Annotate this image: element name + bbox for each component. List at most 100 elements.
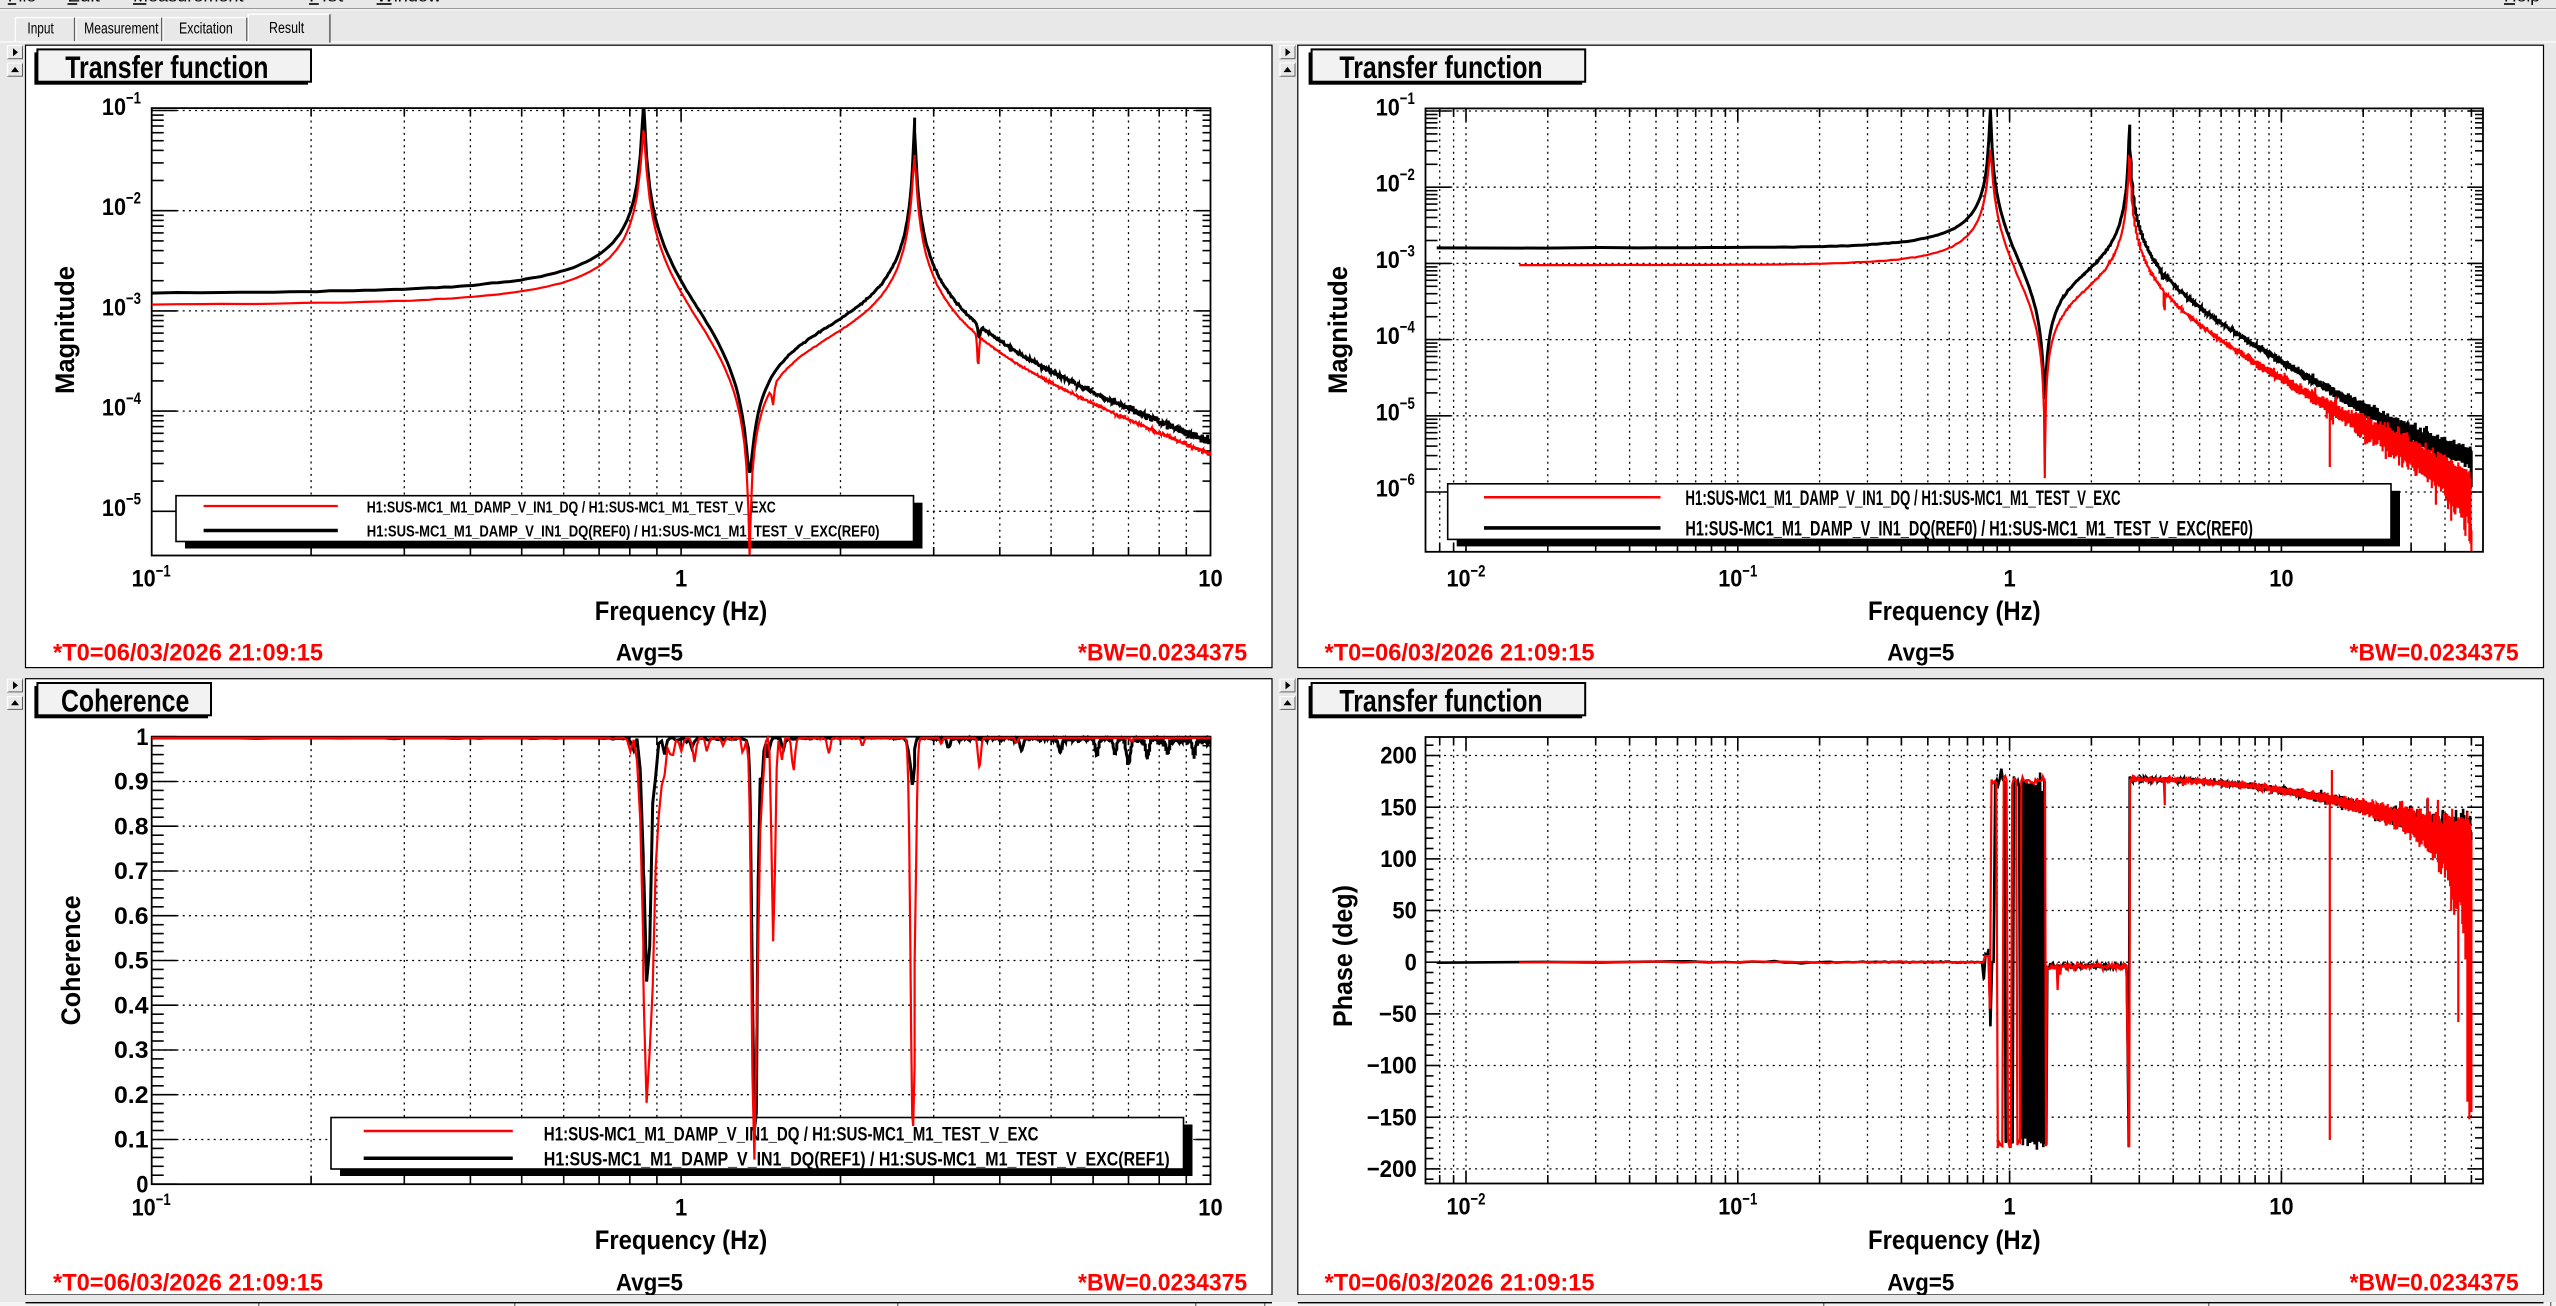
svg-text:−1: −1 [1400, 89, 1415, 108]
svg-text:0.7: 0.7 [114, 858, 149, 885]
svg-text:−2: −2 [1471, 561, 1486, 580]
svg-text:10: 10 [1376, 323, 1400, 350]
svg-text:*T0=06/03/2026 21:09:15: *T0=06/03/2026 21:09:15 [53, 640, 323, 667]
svg-text:10: 10 [1376, 476, 1400, 503]
svg-text:10: 10 [1198, 1194, 1222, 1221]
svg-text:10: 10 [1718, 1194, 1742, 1221]
svg-text:H1:SUS-MC1_M1_DAMP_V_IN1_DQ /: H1:SUS-MC1_M1_DAMP_V_IN1_DQ / H1:SUS-MC1… [367, 499, 776, 516]
svg-text:−2: −2 [1471, 1189, 1486, 1208]
svg-text:10: 10 [1447, 566, 1471, 593]
svg-text:H1:SUS-MC1_M1_DAMP_V_IN1_DQ /: H1:SUS-MC1_M1_DAMP_V_IN1_DQ / H1:SUS-MC1… [544, 1123, 1039, 1145]
svg-text:0: 0 [1405, 949, 1417, 976]
svg-text:1: 1 [2004, 1194, 2016, 1221]
svg-text:Avg=5: Avg=5 [616, 640, 683, 667]
svg-text:10: 10 [1198, 566, 1222, 593]
svg-text:Transfer function: Transfer function [65, 49, 268, 85]
svg-text:Frequency (Hz): Frequency (Hz) [595, 1225, 768, 1255]
svg-text:*BW=0.0234375: *BW=0.0234375 [2350, 1270, 2519, 1297]
svg-text:10: 10 [1376, 171, 1400, 198]
svg-text:Magnitude: Magnitude [50, 266, 80, 394]
svg-text:*BW=0.0234375: *BW=0.0234375 [2350, 640, 2519, 667]
svg-text:H1:SUS-MC1_M1_DAMP_V_IN1_DQ /: H1:SUS-MC1_M1_DAMP_V_IN1_DQ / H1:SUS-MC1… [1685, 486, 2120, 510]
svg-text:Coherence: Coherence [61, 682, 189, 718]
svg-text:Measurement: Measurement [84, 21, 159, 38]
svg-text:Coherence: Coherence [56, 895, 86, 1025]
svg-text:Excitation: Excitation [179, 21, 233, 38]
svg-text:10: 10 [102, 294, 126, 321]
svg-text:−1: −1 [126, 89, 141, 108]
svg-text:*T0=06/03/2026 21:09:15: *T0=06/03/2026 21:09:15 [1325, 640, 1595, 667]
svg-text:Phase (deg): Phase (deg) [1328, 885, 1358, 1027]
svg-text:1: 1 [2004, 566, 2016, 593]
svg-text:Avg=5: Avg=5 [616, 1270, 683, 1297]
svg-text:−200: −200 [1367, 1156, 1417, 1183]
svg-text:Transfer function: Transfer function [1339, 49, 1542, 85]
svg-text:Plot: Plot [309, 0, 344, 6]
svg-text:10: 10 [102, 495, 126, 522]
svg-text:0.1: 0.1 [114, 1127, 149, 1154]
svg-text:10: 10 [1376, 399, 1400, 426]
svg-text:Measurement: Measurement [133, 0, 244, 6]
svg-text:*T0=06/03/2026 21:09:15: *T0=06/03/2026 21:09:15 [1325, 1270, 1595, 1297]
svg-text:Window: Window [377, 0, 442, 6]
svg-text:0.2: 0.2 [114, 1082, 149, 1109]
svg-text:Input: Input [27, 21, 54, 38]
svg-text:200: 200 [1380, 743, 1417, 770]
svg-text:−3: −3 [126, 289, 141, 308]
svg-text:0.8: 0.8 [114, 813, 149, 840]
svg-text:−6: −6 [1400, 470, 1415, 489]
svg-text:Frequency (Hz): Frequency (Hz) [1868, 596, 2041, 626]
svg-text:10: 10 [1447, 1194, 1471, 1221]
svg-text:0.4: 0.4 [114, 992, 149, 1019]
svg-text:150: 150 [1380, 794, 1417, 821]
svg-text:−1: −1 [1742, 1189, 1757, 1208]
svg-text:0.5: 0.5 [114, 948, 149, 975]
svg-text:10: 10 [2269, 1194, 2293, 1221]
svg-text:Avg=5: Avg=5 [1887, 640, 1954, 667]
svg-text:Transfer function: Transfer function [1339, 682, 1542, 718]
svg-text:−1: −1 [156, 1190, 171, 1209]
svg-text:−50: −50 [1379, 1001, 1417, 1028]
svg-text:−4: −4 [1400, 318, 1415, 337]
svg-text:Avg=5: Avg=5 [1887, 1270, 1954, 1297]
svg-text:*BW=0.0234375: *BW=0.0234375 [1078, 1270, 1247, 1297]
svg-text:Edit: Edit [68, 0, 101, 6]
svg-text:−5: −5 [126, 489, 141, 508]
svg-text:Magnitude: Magnitude [1323, 266, 1353, 394]
svg-text:0: 0 [136, 1171, 148, 1198]
svg-text:10: 10 [102, 395, 126, 422]
svg-text:10: 10 [132, 566, 156, 593]
svg-text:−2: −2 [126, 189, 141, 208]
svg-text:0.3: 0.3 [114, 1037, 149, 1064]
svg-text:H1:SUS-MC1_M1_DAMP_V_IN1_DQ(RE: H1:SUS-MC1_M1_DAMP_V_IN1_DQ(REF0) / H1:S… [1685, 517, 2252, 541]
svg-text:Frequency (Hz): Frequency (Hz) [595, 596, 768, 626]
svg-text:−150: −150 [1367, 1104, 1417, 1131]
svg-text:H1:SUS-MC1_M1_DAMP_V_IN1_DQ(RE: H1:SUS-MC1_M1_DAMP_V_IN1_DQ(REF1) / H1:S… [544, 1148, 1170, 1170]
svg-text:Result: Result [269, 20, 305, 37]
svg-text:1: 1 [136, 724, 148, 751]
svg-text:−4: −4 [126, 389, 141, 408]
svg-text:−3: −3 [1400, 241, 1415, 260]
svg-text:−100: −100 [1367, 1053, 1417, 1080]
svg-text:10: 10 [1376, 95, 1400, 122]
svg-text:10: 10 [102, 194, 126, 221]
svg-text:*BW=0.0234375: *BW=0.0234375 [1078, 640, 1247, 667]
svg-text:50: 50 [1392, 898, 1416, 925]
svg-text:H1:SUS-MC1_M1_DAMP_V_IN1_DQ(RE: H1:SUS-MC1_M1_DAMP_V_IN1_DQ(REF0) / H1:S… [367, 523, 880, 540]
svg-text:−2: −2 [1400, 165, 1415, 184]
svg-text:1: 1 [675, 1194, 687, 1221]
svg-text:File: File [8, 0, 36, 6]
svg-text:0.6: 0.6 [114, 903, 149, 930]
svg-text:−1: −1 [1742, 561, 1757, 580]
svg-text:0.9: 0.9 [114, 769, 149, 796]
svg-text:10: 10 [102, 94, 126, 121]
svg-text:Help: Help [2504, 0, 2540, 6]
svg-text:−5: −5 [1400, 394, 1415, 413]
svg-text:Frequency (Hz): Frequency (Hz) [1868, 1225, 2041, 1255]
svg-text:10: 10 [1376, 247, 1400, 274]
svg-text:−1: −1 [156, 561, 171, 580]
svg-text:*T0=06/03/2026 21:09:15: *T0=06/03/2026 21:09:15 [53, 1270, 323, 1297]
svg-text:10: 10 [2269, 566, 2293, 593]
svg-text:10: 10 [132, 1194, 156, 1221]
svg-text:10: 10 [1718, 566, 1742, 593]
